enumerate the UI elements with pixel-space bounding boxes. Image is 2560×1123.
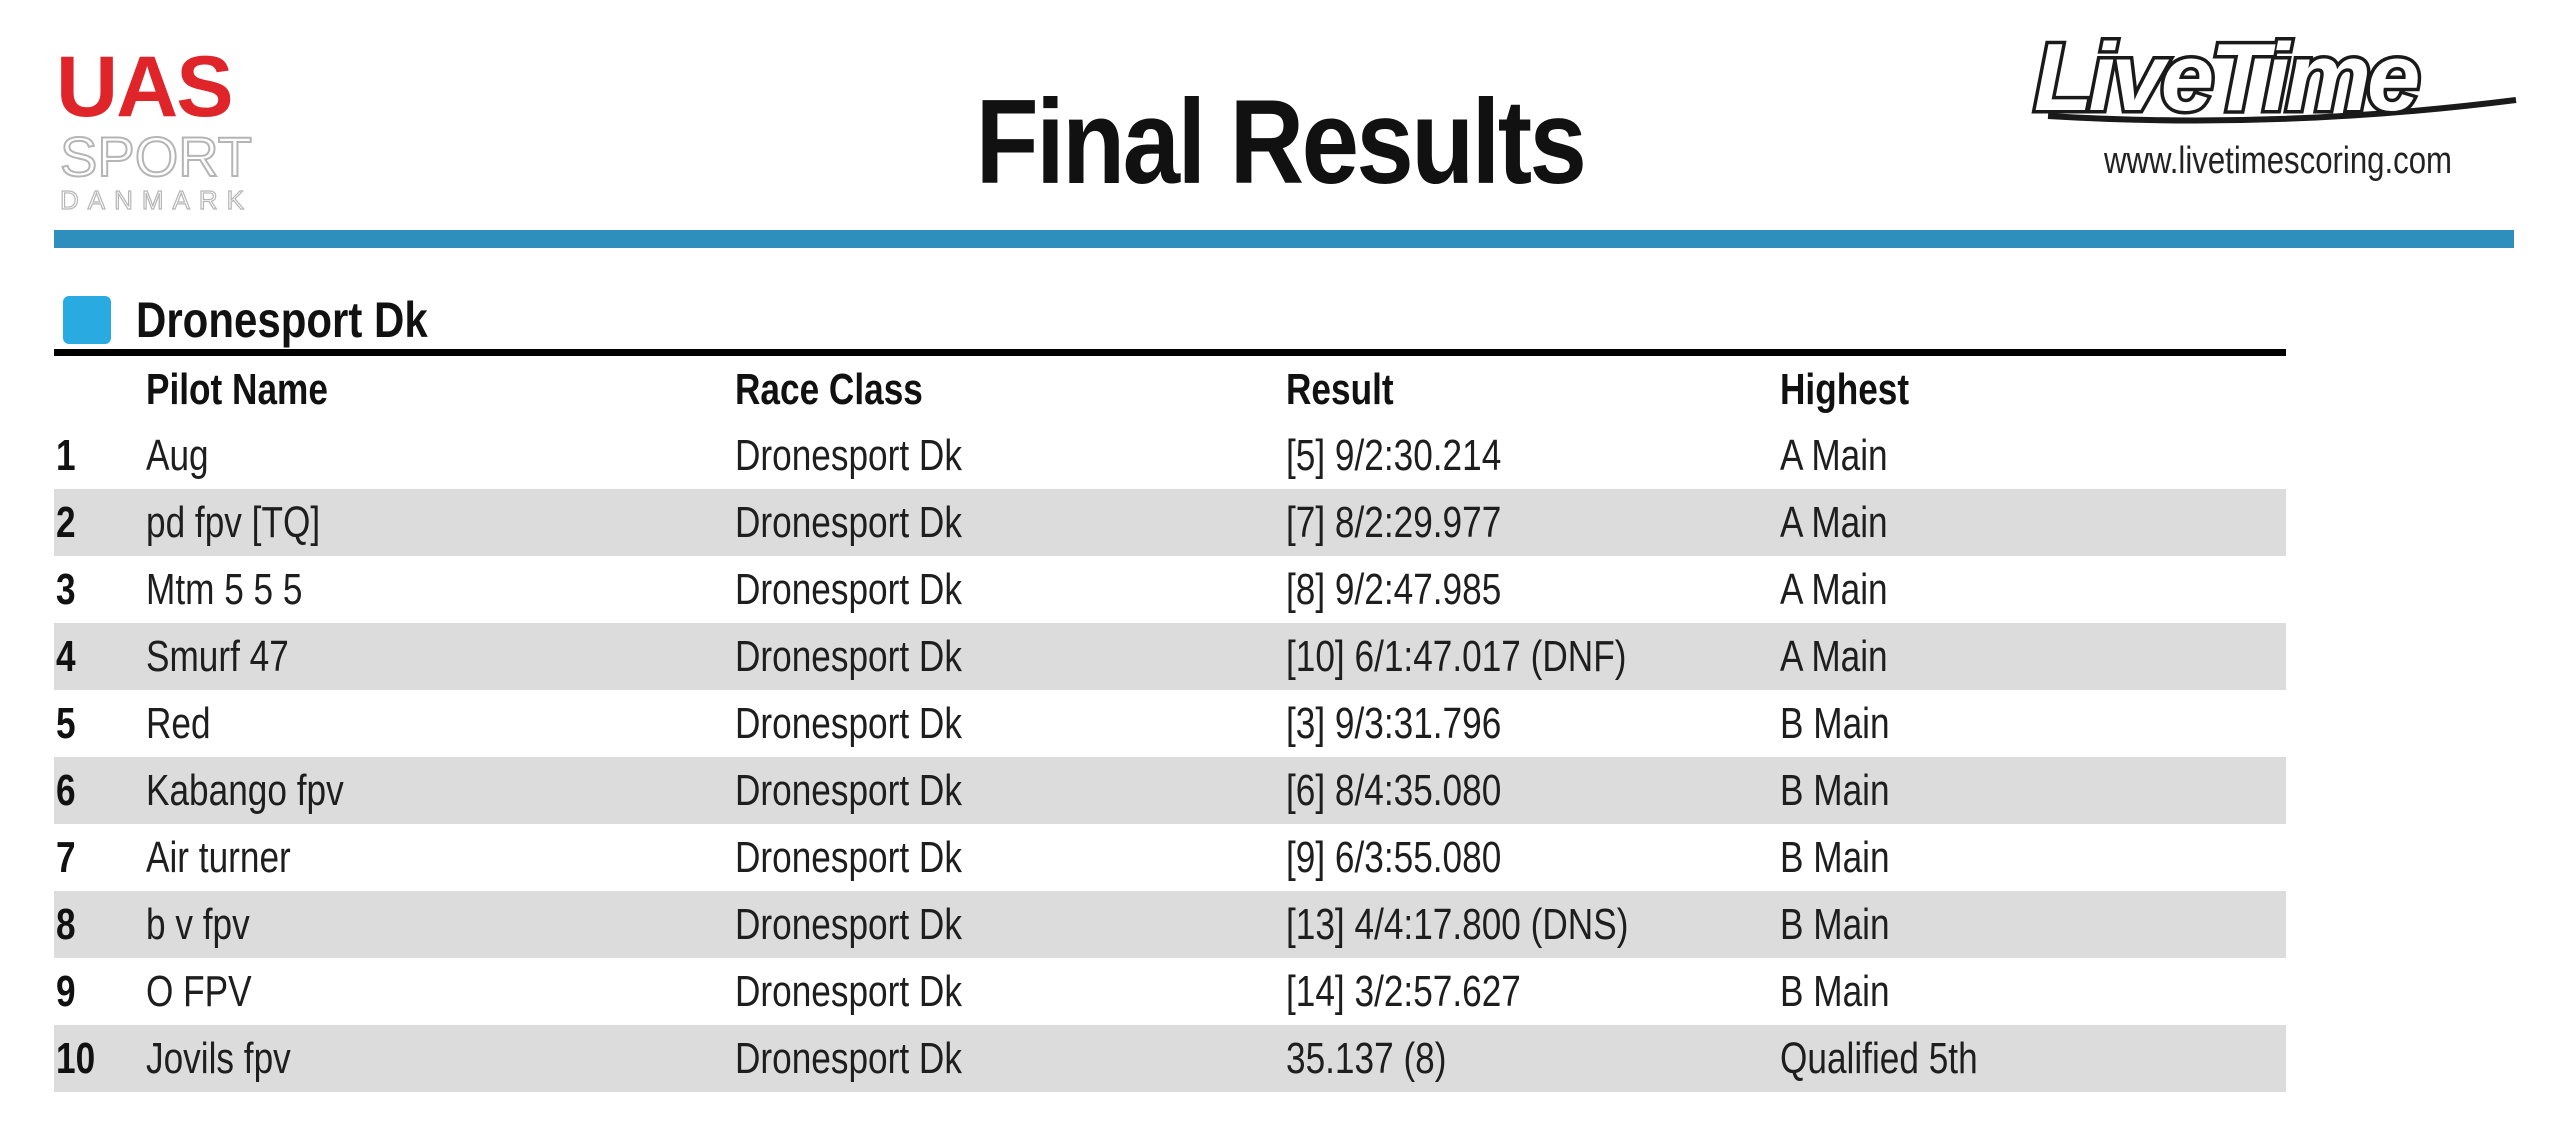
table-row: 3 Mtm 5 5 5 Dronesport Dk [8] 9/2:47.985… xyxy=(54,556,2286,623)
row-race-class: Dronesport Dk xyxy=(735,833,962,882)
row-result: [7] 8/2:29.977 xyxy=(1286,498,1502,547)
row-race-class: Dronesport Dk xyxy=(735,900,962,949)
table-row: 9 O FPV Dronesport Dk [14] 3/2:57.627 B … xyxy=(54,958,2286,1025)
row-pilot-name: Smurf 47 xyxy=(146,632,289,681)
row-pilot-name: O FPV xyxy=(146,967,252,1016)
table-row: 4 Smurf 47 Dronesport Dk [10] 6/1:47.017… xyxy=(54,623,2286,690)
row-position: 5 xyxy=(56,699,76,748)
section-divider xyxy=(54,349,2286,356)
row-race-class: Dronesport Dk xyxy=(735,431,962,480)
row-race-class: Dronesport Dk xyxy=(735,498,962,547)
uas-sport-danmark-logo: UAS SPORT DANMARK xyxy=(56,38,276,218)
row-highest: B Main xyxy=(1780,833,1890,882)
row-pilot-name: pd fpv [TQ] xyxy=(146,498,321,547)
row-position: 1 xyxy=(56,431,76,480)
row-result: [14] 3/2:57.627 xyxy=(1286,967,1521,1016)
table-row: 6 Kabango fpv Dronesport Dk [6] 8/4:35.0… xyxy=(54,757,2286,824)
row-highest: A Main xyxy=(1780,632,1888,681)
row-position: 3 xyxy=(56,565,76,614)
logo-uas-word: UAS xyxy=(56,39,232,135)
row-result: [8] 9/2:47.985 xyxy=(1286,565,1502,614)
row-highest: A Main xyxy=(1780,498,1888,547)
page-title: Final Results xyxy=(975,75,1587,209)
row-pilot-name: Kabango fpv xyxy=(146,766,344,815)
table-row: 8 b v fpv Dronesport Dk [13] 4/4:17.800 … xyxy=(54,891,2286,958)
row-result: [6] 8/4:35.080 xyxy=(1286,766,1502,815)
livetime-logo: LiveTime xyxy=(2028,21,2528,140)
row-highest: Qualified 5th xyxy=(1780,1034,1978,1083)
row-position: 2 xyxy=(56,498,76,547)
row-highest: B Main xyxy=(1780,699,1890,748)
row-race-class: Dronesport Dk xyxy=(735,1034,962,1083)
row-pilot-name: b v fpv xyxy=(146,900,250,949)
header-pilot-name: Pilot Name xyxy=(146,365,328,414)
row-pilot-name: Aug xyxy=(146,431,209,480)
row-pilot-name: Air turner xyxy=(146,833,291,882)
row-position: 6 xyxy=(56,766,76,815)
section-title: Dronesport Dk xyxy=(136,292,428,348)
row-position: 7 xyxy=(56,833,76,882)
logo-danmark-word: DANMARK xyxy=(60,185,253,215)
row-result: [9] 6/3:55.080 xyxy=(1286,833,1502,882)
row-position: 8 xyxy=(56,900,76,949)
logo-sport-word: SPORT xyxy=(60,125,252,188)
row-race-class: Dronesport Dk xyxy=(735,967,962,1016)
row-position: 10 xyxy=(56,1034,96,1083)
row-highest: B Main xyxy=(1780,766,1890,815)
row-race-class: Dronesport Dk xyxy=(735,766,962,815)
row-race-class: Dronesport Dk xyxy=(735,699,962,748)
site-url: www.livetimescoring.com xyxy=(2103,140,2453,182)
livetime-wordmark: LiveTime xyxy=(2034,24,2418,131)
header-result: Result xyxy=(1286,365,1394,414)
row-result: [3] 9/3:31.796 xyxy=(1286,699,1502,748)
row-highest: B Main xyxy=(1780,967,1890,1016)
table-row: 5 Red Dronesport Dk [3] 9/3:31.796 B Mai… xyxy=(54,690,2286,757)
header-highest: Highest xyxy=(1780,365,1910,414)
table-row: 10 Jovils fpv Dronesport Dk 35.137 (8) Q… xyxy=(54,1025,2286,1092)
row-race-class: Dronesport Dk xyxy=(735,632,962,681)
row-highest: B Main xyxy=(1780,900,1890,949)
row-position: 4 xyxy=(56,632,76,681)
row-result: 35.137 (8) xyxy=(1286,1034,1447,1083)
livetime-swoosh xyxy=(2047,97,2517,124)
table-row: 2 pd fpv [TQ] Dronesport Dk [7] 8/2:29.9… xyxy=(54,489,2286,556)
class-color-swatch xyxy=(63,296,111,344)
row-pilot-name: Jovils fpv xyxy=(146,1034,291,1083)
row-pilot-name: Red xyxy=(146,699,211,748)
row-highest: A Main xyxy=(1780,565,1888,614)
row-result: [5] 9/2:30.214 xyxy=(1286,431,1502,480)
row-highest: A Main xyxy=(1780,431,1888,480)
row-result: [10] 6/1:47.017 (DNF) xyxy=(1286,632,1627,681)
row-result: [13] 4/4:17.800 (DNS) xyxy=(1286,900,1629,949)
row-pilot-name: Mtm 5 5 5 xyxy=(146,565,303,614)
header-divider xyxy=(54,230,2514,248)
table-row: 7 Air turner Dronesport Dk [9] 6/3:55.08… xyxy=(54,824,2286,891)
row-race-class: Dronesport Dk xyxy=(735,565,962,614)
table-row: 1 Aug Dronesport Dk [5] 9/2:30.214 A Mai… xyxy=(54,422,2286,489)
table-header-row: Pilot Name Race Class Result Highest xyxy=(54,356,2286,422)
header-race-class: Race Class xyxy=(735,365,923,414)
row-position: 9 xyxy=(56,967,76,1016)
results-table: Pilot Name Race Class Result Highest 1 A… xyxy=(54,356,2286,1092)
